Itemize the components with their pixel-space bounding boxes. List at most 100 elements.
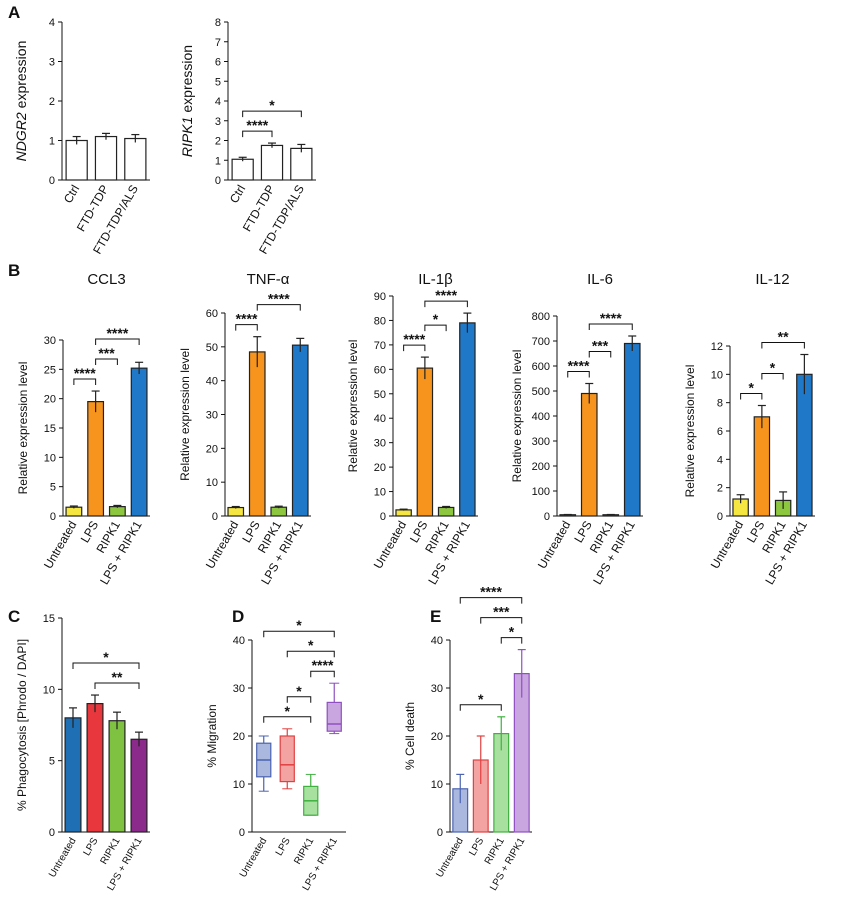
y-tick-label: 5 (49, 756, 55, 768)
panel-letter: D (232, 607, 244, 626)
y-tick-label: 20 (206, 443, 218, 455)
y-axis-text: expression (179, 45, 195, 113)
bar (108, 506, 126, 517)
y-axis-text: % Phagocytosis [Phrodo / DAPI] (15, 639, 29, 811)
error-bar (779, 491, 788, 509)
significance-label: **** (403, 331, 425, 347)
y-tick-label: 30 (233, 683, 245, 695)
x-tick-label: LPS (467, 836, 486, 858)
error-bar (757, 404, 766, 429)
significance-bracket (424, 300, 468, 308)
error-bar (736, 494, 745, 504)
y-tick-label: 3 (49, 57, 55, 69)
y-tick-label: 7 (215, 37, 221, 49)
y-tick-label: 600 (532, 361, 550, 373)
significance-label: * (296, 617, 302, 633)
error-bar (274, 505, 283, 509)
error-bar (463, 312, 472, 333)
significance-bracket (235, 324, 258, 331)
bar (86, 702, 104, 833)
y-tick-label: 6 (717, 426, 723, 438)
y-axis-text: Relative expression level (683, 365, 697, 498)
bar (270, 506, 288, 517)
bar (87, 401, 105, 517)
significance-bracket (588, 323, 633, 330)
y-axis-label: Relative expression level (346, 340, 360, 473)
y-tick-label: 30 (206, 410, 218, 422)
y-axis-label: NDGR2 expression (13, 41, 29, 162)
y-tick-label: 5 (215, 76, 221, 88)
error-bar (628, 335, 637, 351)
y-tick-label: 0 (50, 511, 56, 523)
y-tick-label: 15 (43, 613, 55, 625)
error-bar (91, 694, 99, 713)
y-axis-label: Relative expression level (683, 365, 697, 498)
significance-bracket (761, 373, 784, 380)
x-tick-label: RIPK1 (292, 836, 316, 867)
panel-letter: C (8, 607, 20, 626)
y-tick-label: 800 (532, 311, 550, 323)
y-tick-label: 700 (532, 336, 550, 348)
significance-label: * (308, 637, 314, 653)
y-axis-label: Relative expression level (178, 348, 192, 481)
y-axis-text: % Migration (205, 704, 219, 767)
y-axis-text: Relative expression level (16, 362, 30, 495)
significance-label: **** (312, 657, 334, 673)
significance-label: **** (268, 291, 290, 307)
y-tick-label: 500 (532, 386, 550, 398)
y-tick-label: 20 (374, 462, 386, 474)
x-tick-label: Untreated (535, 519, 573, 572)
error-bar (297, 143, 306, 153)
significance-label: **** (106, 325, 128, 341)
y-tick-label: 10 (206, 477, 218, 489)
significance-label: **** (246, 117, 268, 133)
x-tick-label: Untreated (41, 519, 79, 572)
error-bar (135, 731, 143, 747)
chart-title: TNF-α (247, 271, 290, 288)
y-tick-label: 30 (374, 438, 386, 450)
y-tick-label: 10 (711, 369, 723, 381)
significance-bracket (403, 344, 426, 352)
y-axis-label: % Phagocytosis [Phrodo / DAPI] (15, 639, 29, 811)
y-tick-label: 4 (717, 454, 723, 466)
bar (94, 135, 118, 181)
y-axis-label: Relative expression level (510, 350, 524, 483)
y-tick-label: 25 (44, 364, 56, 376)
error-bar (296, 337, 305, 352)
error-bar (102, 132, 110, 140)
x-tick-label: LPS (82, 836, 101, 858)
x-tick-label: Untreated (371, 519, 409, 572)
x-tick-label: Untreated (434, 836, 465, 880)
significance-label: ** (112, 669, 123, 685)
y-tick-label: 70 (374, 340, 386, 352)
error-bar (72, 135, 81, 145)
error-bar (69, 505, 78, 509)
significance-bracket (310, 670, 335, 678)
x-tick-label: Untreated (708, 519, 746, 572)
y-tick-label: 40 (206, 376, 218, 388)
error-bar (476, 735, 485, 784)
significance-label: * (103, 649, 109, 665)
y-tick-label: 2 (49, 96, 55, 108)
bar (291, 344, 309, 517)
y-tick-label: 1 (215, 155, 221, 167)
significance-label: **** (435, 287, 457, 303)
error-bar (231, 505, 240, 509)
y-axis-gene: RIPK1 (179, 117, 195, 157)
y-tick-label: 0 (49, 827, 55, 839)
significance-label: * (285, 703, 291, 719)
y-tick-label: 40 (431, 635, 443, 647)
y-tick-label: 0 (544, 511, 550, 523)
chart-title: IL-1β (418, 271, 453, 288)
significance-label: ** (778, 329, 789, 345)
panel-letter: B (8, 261, 20, 280)
error-bar (606, 513, 615, 516)
y-tick-label: 2 (215, 136, 221, 148)
significance-bracket (567, 371, 590, 378)
bar (290, 147, 313, 181)
y-tick-label: 50 (206, 342, 218, 354)
y-tick-label: 400 (532, 411, 550, 423)
y-tick-label: 3 (215, 116, 221, 128)
bar (623, 342, 641, 517)
